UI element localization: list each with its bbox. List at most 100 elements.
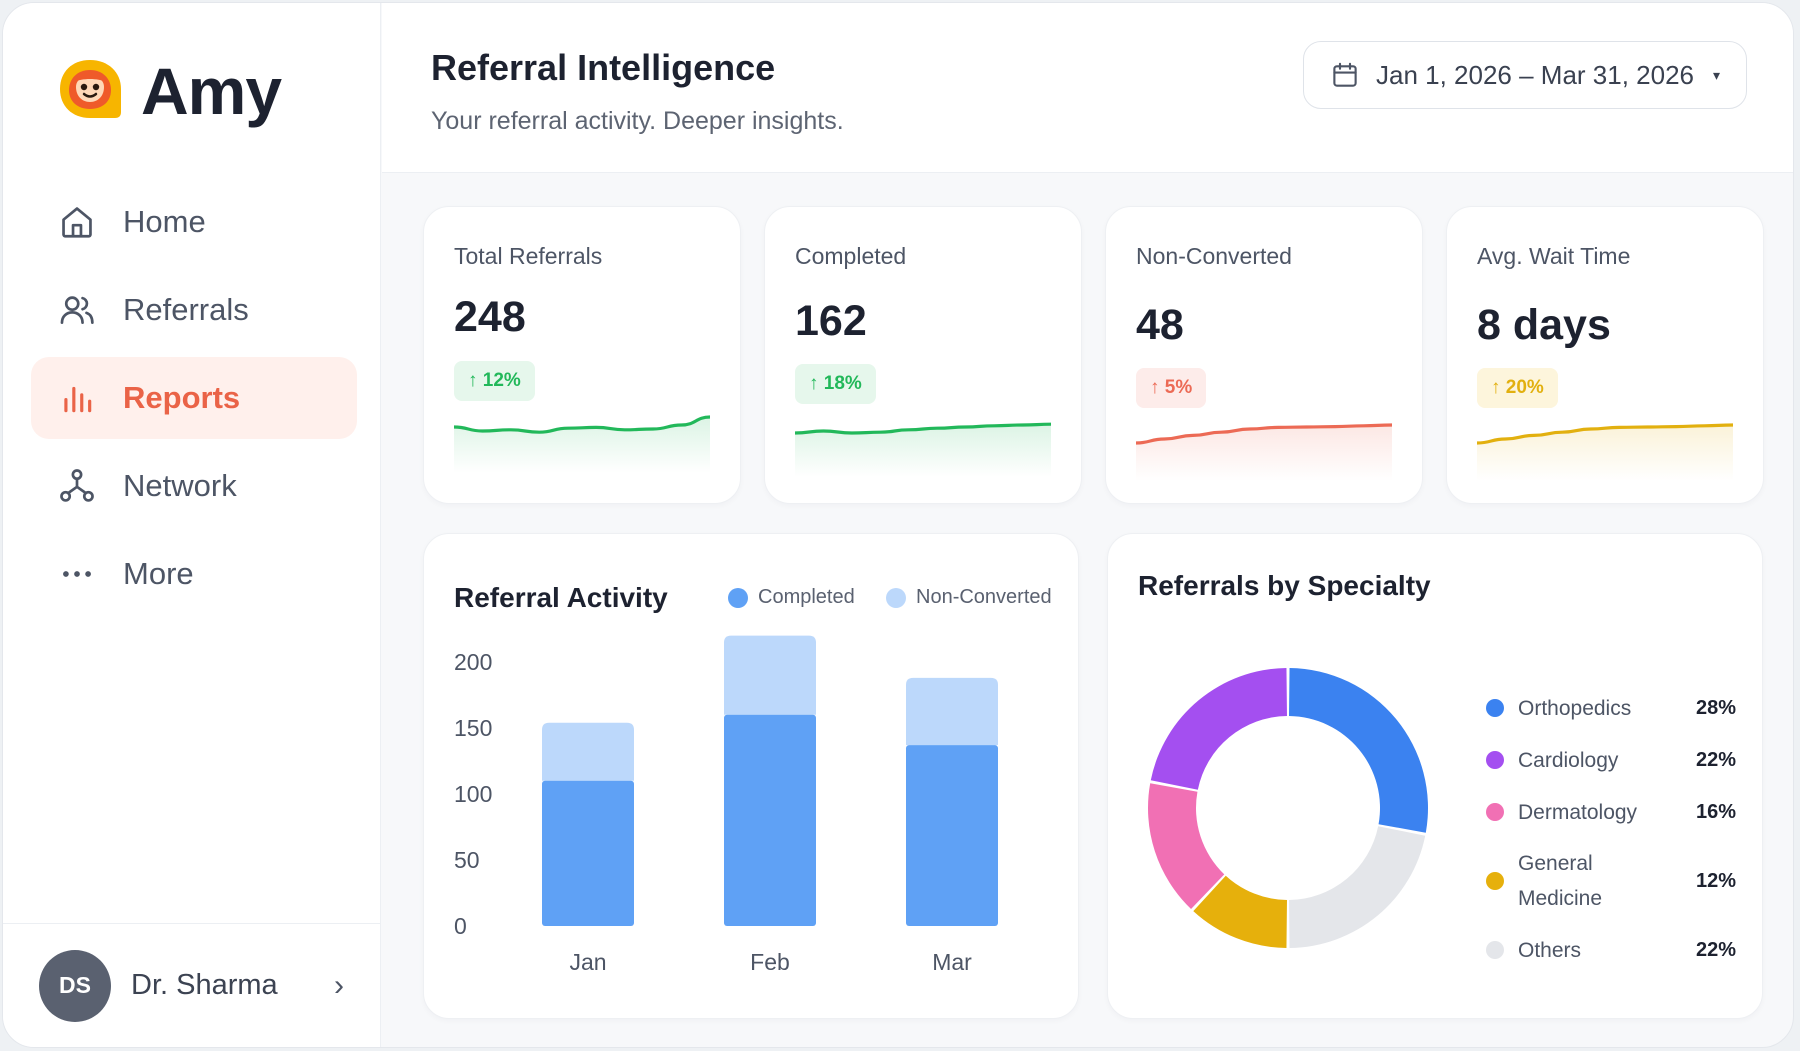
sidebar-item-more[interactable]: More — [31, 533, 357, 615]
avatar: DS — [39, 949, 111, 1022]
user-profile[interactable]: DS Dr. Sharma › — [3, 923, 380, 1047]
logo[interactable]: Amy — [55, 53, 282, 129]
chart-title: Referral Activity — [454, 582, 668, 613]
x-tick-label: Feb — [750, 949, 790, 975]
y-tick-label: 200 — [454, 649, 492, 675]
stat-value: 162 — [795, 297, 867, 345]
donut-chart — [1148, 668, 1428, 948]
sparkline — [1477, 423, 1733, 481]
sparkline-line — [795, 422, 1051, 435]
sidebar-item-label: Reports — [123, 380, 241, 415]
legend-label: Completed — [758, 586, 855, 608]
legend-item-non-converted[interactable]: Non-Converted — [886, 586, 1052, 609]
bar-completed-jan[interactable] — [542, 780, 634, 926]
sidebar-nav: Home Referrals Reports Network — [31, 181, 357, 621]
sidebar-item-label: More — [123, 556, 194, 591]
legend-percent: 12% — [1695, 869, 1736, 892]
users-icon — [57, 290, 97, 330]
sparkline — [1136, 423, 1392, 481]
y-tick-label: 0 — [454, 913, 467, 939]
legend-dot — [1486, 803, 1504, 821]
sidebar-item-home[interactable]: Home — [31, 181, 357, 263]
bar-non-converted-jan[interactable] — [542, 722, 634, 781]
home-icon — [57, 202, 97, 242]
stat-card-total-referrals[interactable]: Total Referrals 248 ↑ 12% — [423, 206, 741, 504]
referrals-by-specialty-card: Referrals by Specialty Orthopedics 28% C… — [1107, 533, 1763, 1019]
stat-label: Avg. Wait Time — [1477, 243, 1631, 269]
legend-dot — [1486, 941, 1504, 959]
y-tick-label: 50 — [454, 847, 480, 873]
legend-label: Cardiology — [1518, 748, 1619, 772]
sidebar-item-referrals[interactable]: Referrals — [31, 269, 357, 351]
legend-item-general-medicine[interactable]: General Medicine 12% — [1486, 838, 1736, 924]
y-tick-label: 100 — [454, 781, 492, 807]
amy-logo-icon — [60, 60, 121, 118]
network-icon — [57, 466, 97, 506]
bar-chart-icon — [57, 378, 97, 418]
date-range-picker[interactable]: Jan 1, 2026 – Mar 31, 2026 ▾ — [1303, 41, 1747, 109]
y-tick-label: 150 — [454, 715, 492, 741]
donut-slice-orthopedics[interactable] — [1289, 668, 1428, 833]
caret-down-icon: ▾ — [1712, 66, 1720, 83]
legend-percent: 16% — [1695, 800, 1736, 823]
x-tick-label: Jan — [569, 949, 606, 975]
stat-card-completed[interactable]: Completed 162 ↑ 18% — [764, 206, 1082, 504]
date-range-label: Jan 1, 2026 – Mar 31, 2026 — [1376, 59, 1695, 90]
stat-delta-badge: ↑ 5% — [1136, 368, 1207, 408]
sidebar: Amy Home Referrals Reports — [3, 3, 381, 1047]
bar-non-converted-mar[interactable] — [906, 677, 998, 746]
stat-value: 248 — [454, 293, 526, 341]
stat-delta-badge: ↑ 18% — [795, 364, 876, 404]
legend-item-others[interactable]: Others 22% — [1486, 924, 1736, 976]
donut-slice-dermatology[interactable] — [1148, 783, 1225, 909]
bar-completed-mar[interactable] — [906, 745, 998, 926]
referral-activity-card: Referral Activity Completed Non-Converte… — [423, 533, 1079, 1019]
legend-label: Non-Converted — [916, 586, 1052, 608]
legend-dot — [728, 587, 748, 608]
bar-non-converted-feb[interactable] — [724, 635, 816, 715]
legend-label: Others — [1518, 938, 1582, 962]
legend-item-cardiology[interactable]: Cardiology 22% — [1486, 734, 1736, 786]
bar-completed-feb[interactable] — [724, 714, 816, 926]
sidebar-item-label: Referrals — [123, 292, 249, 327]
legend-item-orthopedics[interactable]: Orthopedics 28% — [1486, 682, 1736, 734]
stat-card-non-converted[interactable]: Non-Converted 48 ↑ 5% — [1105, 206, 1423, 504]
chevron-right-icon: › — [334, 968, 344, 1002]
sparkline-line — [1477, 423, 1733, 445]
sparkline-area — [1136, 425, 1392, 481]
calendar-icon — [1333, 62, 1357, 87]
page-header: Referral Intelligence Your referral acti… — [382, 3, 1793, 173]
page-title: Referral Intelligence — [431, 47, 776, 88]
donut-slice-general-medicine[interactable] — [1193, 875, 1287, 948]
sidebar-item-reports[interactable]: Reports — [31, 357, 357, 439]
more-icon — [57, 554, 97, 594]
donut-slice-cardiology[interactable] — [1150, 668, 1287, 790]
user-name: Dr. Sharma — [131, 969, 278, 1001]
legend-dot — [1486, 751, 1504, 769]
sparkline — [454, 415, 710, 473]
stat-card-avg-wait-time[interactable]: Avg. Wait Time 8 days ↑ 20% — [1446, 206, 1764, 504]
page-subtitle: Your referral activity. Deeper insights. — [431, 107, 844, 135]
legend-label: Dermatology — [1518, 800, 1638, 824]
stat-label: Non-Converted — [1136, 243, 1292, 269]
legend-item-completed[interactable]: Completed — [728, 586, 855, 609]
stat-delta-badge: ↑ 12% — [454, 361, 535, 401]
stat-label: Completed — [795, 243, 907, 269]
legend-percent: 28% — [1695, 696, 1736, 719]
bar-chart: 0 50 100 150 200 Jan Feb Mar — [454, 635, 998, 975]
sparkline — [795, 422, 1051, 477]
legend-item-dermatology[interactable]: Dermatology 16% — [1486, 786, 1736, 838]
legend-percent: 22% — [1695, 748, 1736, 771]
legend-dot — [1486, 872, 1504, 890]
donut-slice-others[interactable] — [1289, 826, 1426, 948]
stat-label: Total Referrals — [454, 243, 603, 269]
sparkline-line — [454, 415, 710, 434]
legend-percent: 22% — [1695, 938, 1736, 961]
sidebar-item-network[interactable]: Network — [31, 445, 357, 527]
stat-value: 48 — [1136, 301, 1184, 349]
sparkline-area — [795, 424, 1051, 477]
x-tick-label: Mar — [932, 949, 972, 975]
sidebar-item-label: Home — [123, 204, 206, 239]
specialty-legend: Orthopedics 28% Cardiology 22% Dermatolo… — [1486, 682, 1736, 976]
chart-title: Referrals by Specialty — [1138, 570, 1431, 601]
